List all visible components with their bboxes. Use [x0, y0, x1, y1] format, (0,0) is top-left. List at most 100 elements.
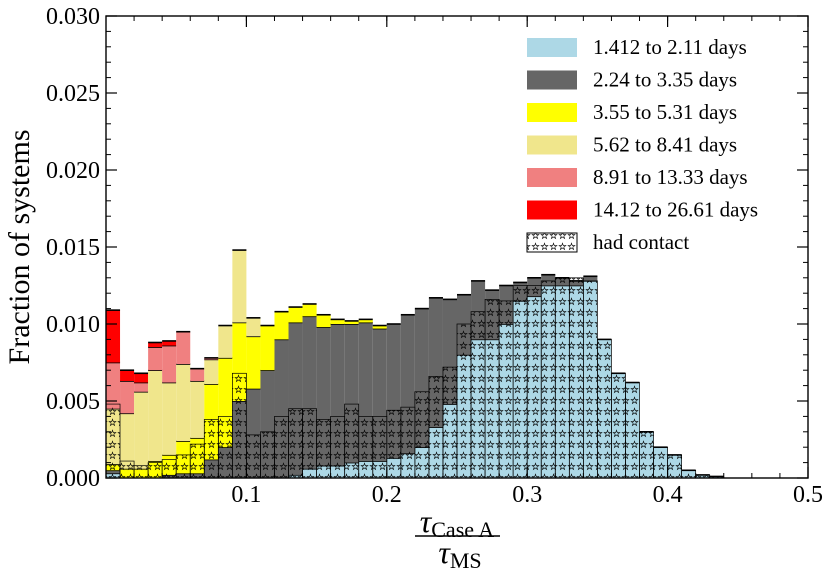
x-tick-label: 0.3	[512, 482, 542, 508]
bar-series-5-bin-1	[120, 370, 135, 381]
bar-series-2-bin-17	[344, 320, 359, 324]
axes: 0.1 0.2 0.3 0.4 0.5 0.000 0.005 0.010 0.015 0.020…	[3, 4, 823, 573]
contact-bar-bin-21	[400, 406, 416, 479]
bar-series-4-bin-0	[106, 362, 121, 409]
legend-label: 2.24 to 3.35 days	[593, 68, 737, 92]
bar-series-5-bin-0	[106, 310, 121, 363]
contact-bar-bin-11	[260, 431, 275, 479]
bar-series-1-bin-34	[583, 276, 598, 281]
legend-swatch	[527, 70, 577, 90]
contact-bar-bin-39	[653, 446, 668, 479]
contact-bar-bin-31	[540, 280, 556, 479]
bar-series-5-bin-4	[162, 340, 177, 346]
legend-swatch-contact	[526, 232, 578, 253]
contact-bar-bin-37	[625, 382, 640, 479]
contact-bar-bin-35	[597, 339, 612, 479]
y-tick-label: 0.025	[46, 81, 100, 107]
bar-series-2-bin-12	[274, 311, 289, 340]
contact-bar-bin-26	[470, 311, 486, 479]
contact-bar-bin-18	[358, 416, 374, 479]
y-tick-label: 0.020	[46, 158, 100, 184]
contact-bar-bin-38	[639, 431, 654, 479]
contact-bar-bin-5	[175, 454, 191, 479]
bar-series-4-bin-2	[134, 382, 149, 392]
bar-series-2-bin-18	[358, 319, 373, 323]
bar-series-5-bin-3	[148, 342, 163, 348]
contact-bar-bin-9	[232, 372, 247, 479]
contact-bar-bin-29	[512, 285, 528, 479]
bar-series-2-bin-13	[288, 307, 303, 323]
legend-label: 5.62 to 8.41 days	[593, 133, 737, 157]
legend-swatch	[527, 200, 577, 220]
bar-series-3-bin-2	[134, 391, 149, 469]
contact-bar-bin-32	[554, 277, 570, 479]
x-axis-title-denominator: τMS	[438, 534, 481, 573]
bar-series-1-bin-31	[541, 274, 556, 286]
legend-label: 3.55 to 5.31 days	[593, 100, 737, 124]
bar-series-3-bin-9	[232, 250, 247, 323]
contact-bar-bin-23	[428, 376, 444, 479]
contact-bar-bin-25	[456, 323, 472, 479]
x-tick-label: 0.5	[793, 482, 823, 508]
x-tick-label: 0.4	[653, 482, 683, 508]
bar-series-3-bin-4	[162, 382, 177, 455]
bar-series-4-bin-6	[190, 368, 205, 381]
contact-bar-bin-17	[344, 403, 360, 479]
contact-bar-bin-30	[526, 285, 542, 479]
x-tick-label: 0.2	[372, 482, 402, 508]
bar-series-3-bin-8	[218, 325, 233, 358]
bar-series-2-bin-16	[330, 319, 345, 324]
contact-bar-bin-4	[161, 459, 177, 479]
bar-series-4-bin-5	[176, 331, 191, 365]
contact-bar-bin-20	[386, 409, 402, 479]
contact-bar-bin-8	[217, 416, 233, 479]
contact-bar-bin-22	[414, 391, 430, 479]
contact-bar-bin-19	[372, 416, 388, 479]
y-tick-label: 0.005	[46, 389, 100, 415]
contact-bar-bin-0	[105, 403, 121, 479]
contact-bar-bin-14	[302, 408, 317, 479]
contact-bar-bin-6	[189, 443, 205, 479]
x-tick-label: 0.1	[231, 482, 261, 508]
bar-series-3-bin-10	[246, 317, 261, 337]
bar-series-3-bin-6	[190, 380, 205, 438]
y-tick-label: 0.015	[46, 235, 100, 261]
contact-bar-bin-40	[667, 454, 682, 479]
y-tick-label: 0.000	[46, 466, 100, 492]
contact-bar-bin-7	[203, 419, 219, 479]
legend: 1.412 to 2.11 days 2.24 to 3.35 days 3.55 …	[526, 35, 758, 254]
contact-bar-bin-41	[681, 469, 697, 479]
contact-bar-bin-27	[484, 299, 500, 479]
legend-label: 8.91 to 13.33 days	[593, 165, 748, 189]
contact-bar-bin-12	[274, 416, 289, 479]
legend-swatch	[527, 135, 577, 155]
bar-series-2-bin-11	[260, 325, 275, 371]
bar-series-2-bin-15	[316, 314, 331, 328]
y-axis-title: Fraction of systems	[3, 130, 36, 365]
legend-swatch	[527, 168, 577, 187]
legend-swatch	[527, 38, 577, 57]
y-tick-label: 0.010	[46, 312, 100, 338]
bar-series-3-bin-3	[148, 370, 163, 462]
contact-bar-bin-24	[442, 366, 458, 479]
contact-bar-bin-2	[133, 465, 149, 479]
bar-series-3-bin-5	[176, 364, 191, 442]
legend-label: 14.12 to 26.61 days	[593, 198, 758, 222]
bar-series-5-bin-2	[134, 373, 149, 383]
contact-bar-bin-13	[288, 408, 303, 479]
bar-series-2-bin-10	[246, 336, 261, 389]
bar-series-3-bin-1	[120, 413, 135, 469]
contact-bar-bin-1	[119, 460, 135, 479]
contact-bar-bin-16	[330, 416, 346, 479]
bar-series-2-bin-14	[302, 303, 317, 317]
contact-bar-bin-10	[246, 434, 261, 479]
contact-bar-bin-36	[611, 372, 626, 479]
had-contact-overlay	[105, 277, 725, 479]
contact-bar-bin-34	[583, 280, 598, 479]
y-tick-label: 0.030	[46, 4, 100, 30]
x-axis-title-numerator: τCase A	[420, 503, 495, 542]
legend-label-contact: had contact	[593, 230, 689, 254]
bar-series-4-bin-3	[148, 347, 163, 371]
legend-swatch	[527, 103, 577, 122]
